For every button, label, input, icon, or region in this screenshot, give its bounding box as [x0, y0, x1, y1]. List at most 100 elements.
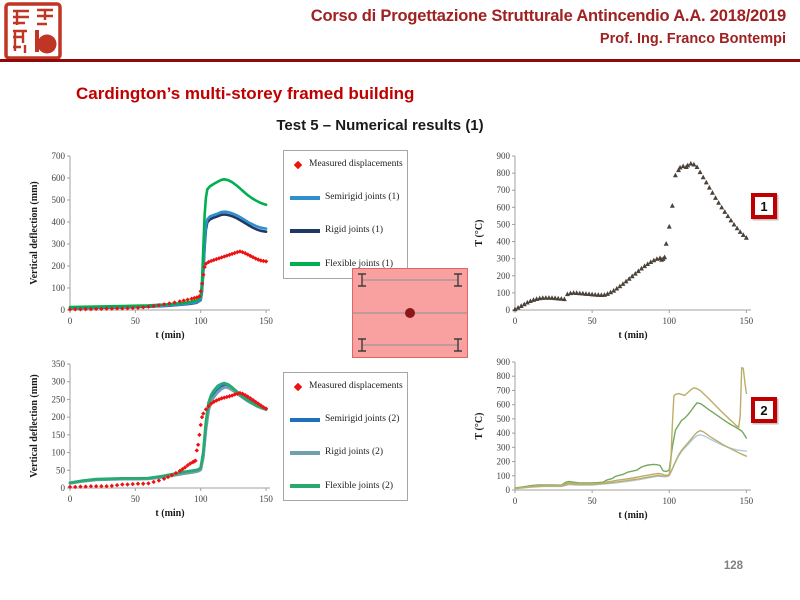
floor-plan-diagram: [352, 268, 468, 358]
legend-item-rigid: Rigid joints (1): [288, 225, 403, 236]
svg-text:900: 900: [497, 151, 511, 161]
svg-text:500: 500: [497, 219, 511, 229]
svg-text:Vertical deflection (mm): Vertical deflection (mm): [29, 181, 40, 284]
legend-label: Semirigid joints (2): [325, 414, 400, 425]
svg-text:150: 150: [259, 494, 273, 504]
svg-text:150: 150: [259, 316, 273, 326]
svg-text:600: 600: [497, 400, 511, 410]
line-marker-icon: [290, 195, 320, 200]
svg-text:300: 300: [497, 442, 511, 452]
legend-label: Flexible joints (1): [325, 258, 394, 269]
svg-text:0: 0: [513, 496, 518, 506]
page-number: 128: [723, 560, 743, 572]
svg-text:300: 300: [52, 377, 66, 387]
legend-item-rigid: Rigid joints (2): [288, 447, 403, 458]
svg-text:800: 800: [497, 168, 511, 178]
svg-text:100: 100: [662, 496, 676, 506]
svg-text:100: 100: [497, 471, 511, 481]
svg-text:700: 700: [497, 385, 511, 395]
svg-text:0: 0: [68, 494, 73, 504]
svg-text:250: 250: [52, 394, 66, 404]
svg-text:150: 150: [52, 430, 66, 440]
legend-chart-1: Measured displacements Semirigid joints …: [283, 150, 408, 279]
course-title: Corso di Progettazione Strutturale Antin…: [310, 7, 786, 25]
seal-logo: [4, 2, 62, 60]
svg-text:700: 700: [497, 185, 511, 195]
legend-item-flexible: Flexible joints (1): [288, 259, 403, 270]
chart-deflection-2: 0 50 100 150 200 250 300 350 0 50 100 150 t (min) Ver…: [29, 359, 273, 519]
svg-text:50: 50: [588, 316, 598, 326]
slide-subtitle: Test 5 – Numerical results (1): [276, 117, 484, 134]
svg-text:600: 600: [52, 173, 66, 183]
svg-text:50: 50: [56, 465, 66, 475]
line-marker-icon: [290, 262, 320, 267]
location-badge-1: 1: [751, 193, 777, 219]
legend-item-measured: Measured displacements: [288, 159, 403, 170]
svg-text:t (min): t (min): [618, 330, 647, 341]
svg-text:T (°C): T (°C): [474, 413, 485, 440]
svg-text:700: 700: [52, 151, 66, 161]
legend-label: Measured displacements: [309, 159, 403, 169]
svg-text:900: 900: [497, 357, 511, 367]
svg-text:300: 300: [52, 239, 66, 249]
svg-text:100: 100: [497, 288, 511, 298]
line-marker-icon: [290, 484, 320, 489]
legend-item-semirigid: Semirigid joints (1): [288, 192, 403, 203]
legend-label: Measured displacements: [309, 381, 403, 391]
legend-item-flexible: Flexible joints (2): [288, 481, 403, 492]
line-marker-icon: [290, 451, 320, 456]
chart-temperature-2: 0 100 200 300 400 500 600 700 800 900 0 50 100 150 t (…: [474, 357, 754, 521]
diamond-marker-icon: [293, 160, 303, 170]
line-marker-icon: [290, 229, 320, 234]
svg-text:50: 50: [131, 494, 141, 504]
svg-text:300: 300: [497, 254, 511, 264]
svg-text:400: 400: [52, 217, 66, 227]
svg-text:100: 100: [52, 283, 66, 293]
svg-text:100: 100: [194, 494, 208, 504]
svg-text:50: 50: [588, 496, 598, 506]
svg-text:100: 100: [194, 316, 208, 326]
svg-text:0: 0: [68, 316, 73, 326]
location-badge-2: 2: [751, 397, 777, 423]
chart-temperature-1: 0 100 200 300 400 500 600 700 800 900 0 50 100 150 t (…: [474, 151, 754, 341]
page-title: Cardington’s multi-storey framed buildin…: [76, 84, 415, 103]
svg-text:0: 0: [61, 305, 66, 315]
svg-text:t (min): t (min): [155, 508, 184, 519]
svg-text:200: 200: [52, 261, 66, 271]
svg-text:400: 400: [497, 237, 511, 247]
header-rule: [0, 59, 800, 62]
legend-label: Rigid joints (1): [325, 225, 384, 236]
svg-text:100: 100: [52, 448, 66, 458]
line-marker-icon: [290, 417, 320, 422]
svg-text:50: 50: [131, 316, 141, 326]
svg-text:200: 200: [497, 457, 511, 467]
svg-text:500: 500: [497, 414, 511, 424]
column-icons: [358, 273, 462, 352]
measurement-point-dot: [405, 308, 415, 318]
professor-name: Prof. Ing. Franco Bontempi: [599, 31, 786, 47]
svg-text:0: 0: [506, 305, 511, 315]
svg-text:600: 600: [497, 202, 511, 212]
svg-text:400: 400: [497, 428, 511, 438]
svg-text:0: 0: [61, 483, 66, 493]
legend-item-semirigid: Semirigid joints (2): [288, 414, 403, 425]
svg-text:200: 200: [52, 412, 66, 422]
diamond-marker-icon: [293, 382, 303, 392]
legend-chart-2: Measured displacements Semirigid joints …: [283, 372, 408, 501]
svg-text:0: 0: [513, 316, 518, 326]
chart-deflection-1: 0 100 200 300 400 500 600 700 0 50 100 150 t (min) Ve…: [29, 151, 273, 341]
svg-text:0: 0: [506, 485, 511, 495]
legend-label: Semirigid joints (1): [325, 192, 400, 203]
legend-label: Flexible joints (2): [325, 480, 394, 491]
svg-text:150: 150: [740, 496, 754, 506]
svg-text:200: 200: [497, 271, 511, 281]
svg-text:t (min): t (min): [618, 510, 647, 521]
legend-item-measured: Measured displacements: [288, 381, 403, 392]
svg-text:100: 100: [662, 316, 676, 326]
svg-text:500: 500: [52, 195, 66, 205]
svg-text:150: 150: [740, 316, 754, 326]
svg-text:800: 800: [497, 371, 511, 381]
svg-text:350: 350: [52, 359, 66, 369]
legend-label: Rigid joints (2): [325, 447, 384, 458]
